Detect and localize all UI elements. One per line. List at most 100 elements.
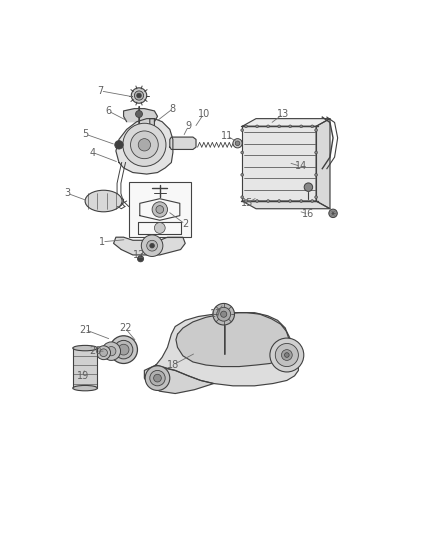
Circle shape xyxy=(156,206,164,213)
Text: 11: 11 xyxy=(221,131,233,141)
Circle shape xyxy=(221,311,227,317)
Circle shape xyxy=(315,151,318,154)
Text: 19: 19 xyxy=(77,371,89,381)
Polygon shape xyxy=(316,119,330,209)
Circle shape xyxy=(245,200,247,203)
Circle shape xyxy=(256,200,258,203)
Circle shape xyxy=(136,140,142,147)
Circle shape xyxy=(245,125,247,128)
Polygon shape xyxy=(176,313,288,367)
Bar xyxy=(129,182,191,237)
Circle shape xyxy=(115,141,123,149)
Circle shape xyxy=(256,125,258,128)
Circle shape xyxy=(315,173,318,176)
Polygon shape xyxy=(138,222,181,234)
Text: 17: 17 xyxy=(210,309,222,319)
Circle shape xyxy=(300,200,303,203)
Circle shape xyxy=(97,346,110,360)
Circle shape xyxy=(241,151,244,154)
Polygon shape xyxy=(145,365,214,393)
Polygon shape xyxy=(113,237,185,255)
Text: 13: 13 xyxy=(277,109,289,119)
Polygon shape xyxy=(124,109,158,122)
Ellipse shape xyxy=(73,345,97,351)
Circle shape xyxy=(304,183,313,191)
Circle shape xyxy=(278,200,280,203)
Text: 12: 12 xyxy=(133,250,145,260)
Circle shape xyxy=(311,200,314,203)
Text: 10: 10 xyxy=(198,109,210,119)
Circle shape xyxy=(241,196,244,199)
Circle shape xyxy=(241,129,244,132)
Polygon shape xyxy=(140,199,180,220)
Bar xyxy=(73,348,97,388)
Circle shape xyxy=(110,336,138,364)
Text: 7: 7 xyxy=(97,86,104,96)
Circle shape xyxy=(300,125,303,128)
Circle shape xyxy=(141,235,163,256)
Polygon shape xyxy=(116,119,173,174)
Circle shape xyxy=(155,223,165,233)
Polygon shape xyxy=(242,126,316,201)
Circle shape xyxy=(107,346,116,356)
Circle shape xyxy=(270,338,304,372)
Text: 18: 18 xyxy=(167,360,179,370)
Polygon shape xyxy=(242,201,330,209)
Circle shape xyxy=(289,125,292,128)
Circle shape xyxy=(134,91,144,100)
Text: 21: 21 xyxy=(79,325,91,335)
Text: 6: 6 xyxy=(105,106,111,116)
Circle shape xyxy=(282,350,292,360)
Polygon shape xyxy=(170,137,196,149)
Circle shape xyxy=(147,240,158,251)
Circle shape xyxy=(102,342,120,360)
Circle shape xyxy=(235,141,240,146)
Circle shape xyxy=(137,93,141,98)
Circle shape xyxy=(233,139,242,148)
Ellipse shape xyxy=(73,385,97,391)
Text: 15: 15 xyxy=(240,198,253,208)
Circle shape xyxy=(241,173,244,176)
Circle shape xyxy=(138,256,144,262)
Text: 16: 16 xyxy=(302,209,314,219)
Circle shape xyxy=(289,200,292,203)
Polygon shape xyxy=(150,119,155,137)
Circle shape xyxy=(278,125,280,128)
Circle shape xyxy=(213,303,234,325)
Text: 2: 2 xyxy=(182,219,188,229)
Circle shape xyxy=(285,353,289,357)
Circle shape xyxy=(118,344,129,355)
Circle shape xyxy=(123,123,166,166)
Text: 4: 4 xyxy=(90,148,96,158)
Circle shape xyxy=(152,202,167,217)
Circle shape xyxy=(131,88,147,103)
Circle shape xyxy=(138,139,151,151)
Text: 3: 3 xyxy=(64,188,71,198)
Circle shape xyxy=(329,209,337,217)
Text: 1: 1 xyxy=(99,237,105,247)
Circle shape xyxy=(217,308,231,321)
Polygon shape xyxy=(156,313,298,386)
Circle shape xyxy=(315,196,318,199)
Text: 5: 5 xyxy=(82,129,88,139)
Circle shape xyxy=(150,370,165,386)
Circle shape xyxy=(315,129,318,132)
Circle shape xyxy=(311,125,314,128)
Circle shape xyxy=(131,131,158,159)
Text: 22: 22 xyxy=(119,323,131,333)
Text: 20: 20 xyxy=(90,346,102,356)
Circle shape xyxy=(114,341,133,359)
Text: 9: 9 xyxy=(185,122,191,131)
Circle shape xyxy=(276,343,298,367)
Text: 14: 14 xyxy=(295,161,307,172)
Circle shape xyxy=(267,200,269,203)
Circle shape xyxy=(154,374,161,382)
Circle shape xyxy=(150,244,155,248)
Circle shape xyxy=(145,366,170,391)
Text: 8: 8 xyxy=(170,103,176,114)
Polygon shape xyxy=(242,119,330,126)
Ellipse shape xyxy=(85,190,122,212)
Circle shape xyxy=(267,125,269,128)
Circle shape xyxy=(135,110,142,117)
Circle shape xyxy=(100,349,107,357)
